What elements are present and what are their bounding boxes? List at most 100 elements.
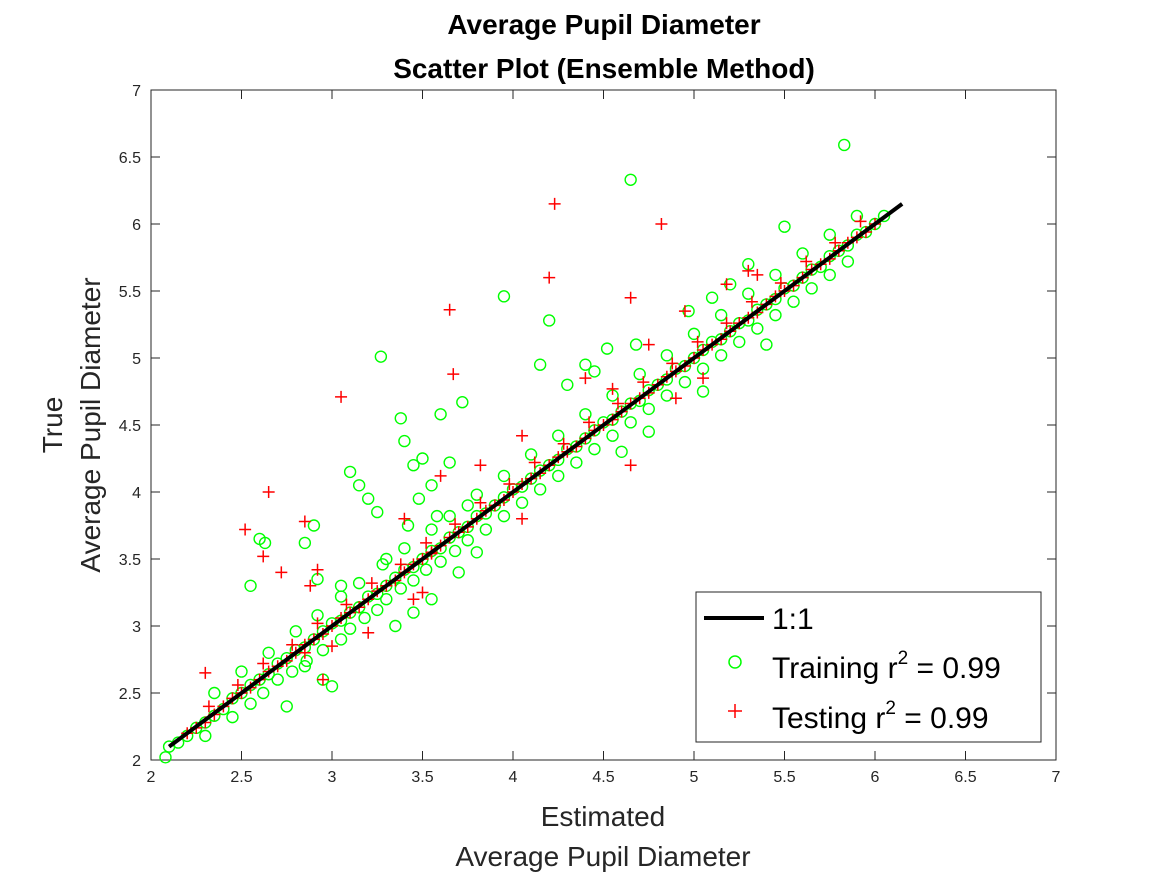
testing-point [298, 646, 311, 659]
training-point [448, 544, 462, 558]
training-point [343, 622, 357, 635]
testing-point [474, 496, 487, 509]
training-point [371, 603, 384, 617]
testing-point [678, 305, 691, 318]
testing-point [516, 429, 529, 442]
training-point [434, 555, 447, 568]
training-point [430, 509, 444, 523]
training-point [579, 408, 592, 421]
training-point [434, 408, 447, 421]
training-point [289, 625, 302, 638]
training-point [588, 442, 601, 456]
testing-point [745, 295, 758, 308]
y-axis-label: True [37, 397, 68, 454]
training-point [642, 402, 655, 416]
testing-point [751, 268, 764, 281]
testing-point [447, 368, 460, 381]
training-point [796, 247, 809, 260]
testing-point [407, 593, 420, 606]
training-point [394, 412, 407, 425]
testing-point [503, 477, 516, 490]
training-point [285, 665, 299, 678]
testing-point [275, 566, 288, 579]
legend-label-reference: 1:1 [772, 603, 814, 636]
legend-label-training: Training r2 = 0.99 [772, 648, 1001, 685]
training-point [714, 349, 728, 362]
training-point [778, 220, 791, 233]
training-point [805, 282, 818, 295]
training-point [407, 459, 420, 472]
testing-point [362, 626, 375, 639]
legend-circle-marker [728, 655, 742, 669]
testing-point [583, 416, 596, 429]
testing-point [697, 372, 710, 385]
training-point [235, 665, 248, 678]
x-tick-label: 3 [328, 769, 337, 786]
testing-point [642, 338, 655, 351]
x-tick-label: 5.5 [773, 769, 795, 786]
y-tick-label: 3 [132, 619, 141, 636]
training-point [524, 448, 538, 461]
testing-point [199, 666, 212, 679]
training-point [533, 358, 547, 371]
y-tick-labels: 2 2.5 3 3.5 4 4.5 5 5.5 6 6.5 7 [119, 83, 141, 770]
training-point [425, 479, 438, 492]
training-point [380, 593, 393, 606]
y-axis-label-line-1: True [37, 397, 68, 454]
training-point [787, 295, 800, 308]
training-point [300, 654, 313, 668]
training-point [497, 509, 511, 523]
training-point [515, 496, 529, 509]
testing-point [257, 657, 270, 670]
training-point [570, 456, 583, 469]
testing-point [666, 357, 679, 370]
training-point [751, 322, 764, 335]
training-point [552, 469, 565, 483]
legend-training-text: Training r [772, 652, 898, 685]
testing-point [579, 372, 592, 385]
x-tick-label: 6 [871, 769, 880, 786]
testing-point [239, 523, 252, 536]
training-point [244, 697, 257, 710]
y-tick-label: 7 [132, 83, 141, 100]
training-point [588, 365, 601, 378]
x-axis-label-line-2: Average Pupil Diameter [455, 841, 750, 872]
y-tick-label: 5 [132, 351, 141, 368]
training-point [258, 536, 272, 550]
training-point [615, 445, 628, 458]
testing-point [316, 673, 329, 686]
testing-point [304, 579, 317, 592]
training-point [461, 534, 474, 547]
x-tick-label: 4 [509, 769, 518, 786]
training-point [660, 349, 674, 362]
x-tick-labels: 2 2.5 3 3.5 4 4.5 5 5.5 6 6.5 7 [147, 769, 1061, 786]
x-axis-label-line-1: Estimated [541, 801, 666, 832]
training-point [742, 287, 755, 300]
testing-point [742, 264, 755, 277]
training-point [257, 686, 270, 700]
training-point [407, 606, 420, 619]
training-point [412, 492, 426, 505]
training-point [705, 291, 719, 304]
testing-point [262, 486, 275, 498]
training-point [371, 505, 384, 519]
testing-point [637, 376, 650, 389]
training-point [394, 582, 407, 595]
training-point [687, 327, 701, 341]
testing-point [311, 617, 324, 630]
y-tick-label: 2 [132, 753, 141, 770]
training-point [624, 416, 637, 429]
x-tick-label: 5 [690, 769, 699, 786]
x-tick-label: 7 [1052, 769, 1061, 786]
y-tick-label: 5.5 [119, 284, 141, 301]
training-point [208, 686, 221, 700]
testing-point [543, 271, 556, 284]
legend-testing-text: Testing r [772, 702, 885, 735]
testing-point [298, 515, 311, 528]
training-point [343, 465, 357, 479]
legend-label-testing: Testing r2 = 0.99 [772, 698, 989, 735]
legend-training-suffix: = 0.99 [908, 652, 1001, 685]
testing-point [557, 437, 570, 450]
training-point [823, 228, 836, 241]
